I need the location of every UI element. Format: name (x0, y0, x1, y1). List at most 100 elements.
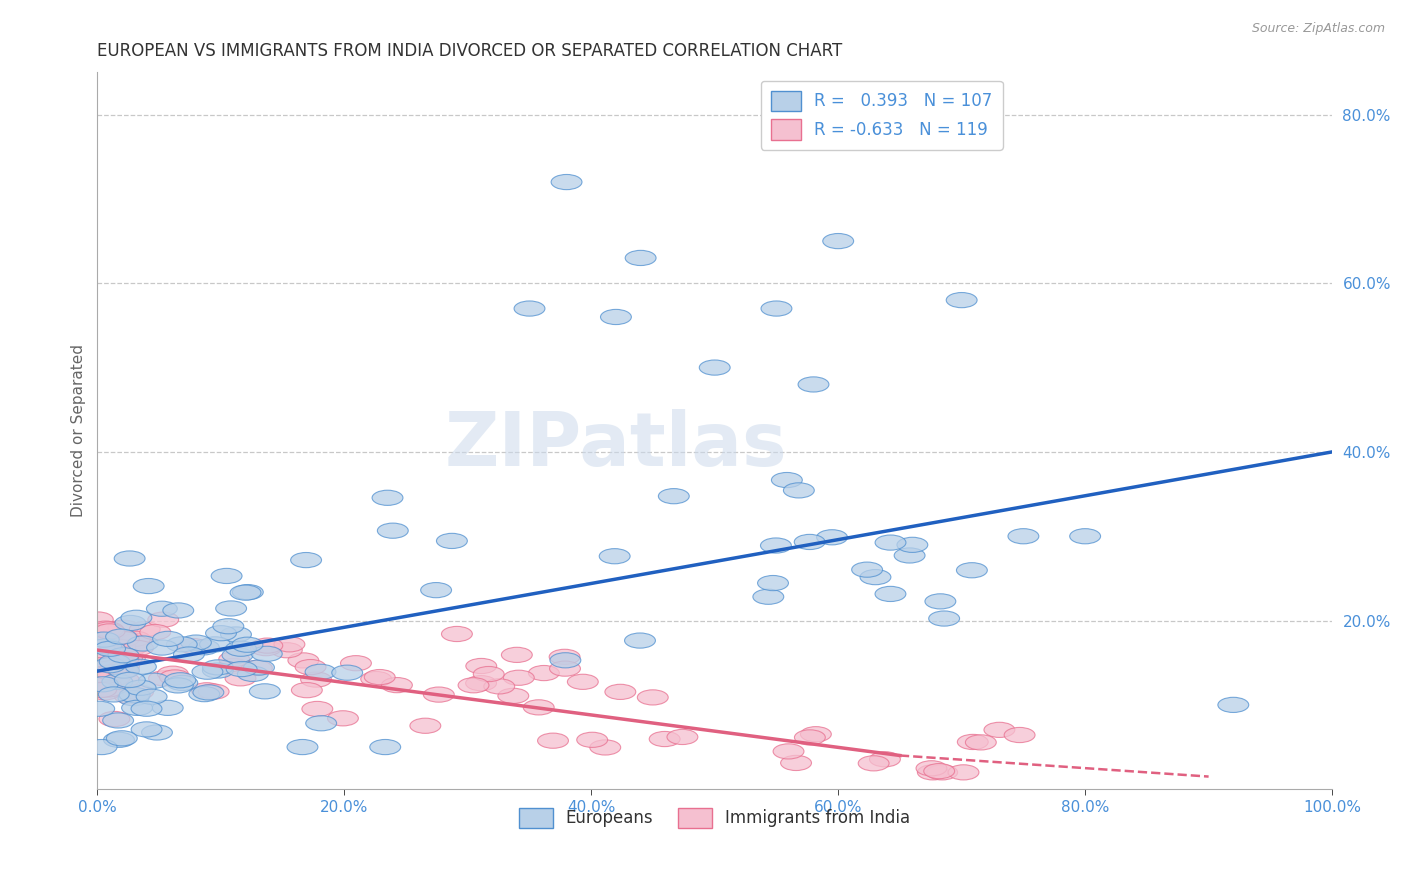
Ellipse shape (465, 658, 496, 673)
Ellipse shape (917, 761, 946, 776)
Ellipse shape (90, 625, 121, 640)
Ellipse shape (94, 657, 125, 673)
Ellipse shape (114, 551, 145, 566)
Ellipse shape (498, 689, 529, 704)
Ellipse shape (179, 639, 209, 654)
Ellipse shape (226, 662, 257, 677)
Ellipse shape (332, 665, 363, 681)
Ellipse shape (650, 731, 681, 747)
Ellipse shape (956, 563, 987, 578)
Ellipse shape (131, 722, 162, 737)
Ellipse shape (90, 621, 121, 636)
Ellipse shape (1008, 529, 1039, 544)
Ellipse shape (94, 673, 125, 688)
Ellipse shape (218, 658, 249, 673)
Ellipse shape (157, 666, 188, 681)
Ellipse shape (104, 732, 135, 747)
Ellipse shape (250, 640, 281, 656)
Ellipse shape (529, 665, 560, 681)
Ellipse shape (364, 670, 395, 685)
Ellipse shape (1004, 727, 1035, 743)
Ellipse shape (800, 727, 831, 742)
Ellipse shape (225, 641, 256, 657)
Ellipse shape (948, 764, 979, 780)
Ellipse shape (783, 483, 814, 498)
Ellipse shape (107, 663, 138, 678)
Ellipse shape (129, 622, 160, 637)
Ellipse shape (100, 650, 131, 665)
Ellipse shape (128, 636, 159, 651)
Ellipse shape (295, 659, 326, 674)
Ellipse shape (108, 648, 139, 663)
Ellipse shape (122, 640, 153, 656)
Ellipse shape (271, 642, 302, 657)
Ellipse shape (852, 562, 883, 577)
Legend: Europeans, Immigrants from India: Europeans, Immigrants from India (513, 801, 917, 835)
Ellipse shape (202, 663, 233, 678)
Ellipse shape (111, 650, 142, 665)
Ellipse shape (946, 293, 977, 308)
Ellipse shape (114, 689, 145, 704)
Ellipse shape (666, 730, 697, 745)
Ellipse shape (211, 568, 242, 583)
Ellipse shape (599, 549, 630, 564)
Ellipse shape (114, 673, 145, 688)
Ellipse shape (93, 622, 124, 637)
Text: EUROPEAN VS IMMIGRANTS FROM INDIA DIVORCED OR SEPARATED CORRELATION CHART: EUROPEAN VS IMMIGRANTS FROM INDIA DIVORC… (97, 42, 842, 60)
Ellipse shape (242, 660, 273, 675)
Ellipse shape (107, 657, 138, 672)
Ellipse shape (198, 684, 229, 699)
Ellipse shape (301, 672, 332, 687)
Ellipse shape (626, 251, 657, 266)
Ellipse shape (108, 632, 139, 647)
Ellipse shape (83, 632, 114, 648)
Ellipse shape (624, 633, 655, 648)
Ellipse shape (576, 732, 607, 747)
Ellipse shape (180, 635, 211, 650)
Ellipse shape (761, 301, 792, 316)
Ellipse shape (773, 744, 804, 759)
Ellipse shape (191, 682, 222, 698)
Ellipse shape (411, 718, 440, 733)
Ellipse shape (291, 552, 322, 567)
Ellipse shape (94, 624, 125, 639)
Ellipse shape (108, 620, 139, 635)
Ellipse shape (159, 670, 190, 685)
Ellipse shape (86, 739, 117, 755)
Ellipse shape (925, 594, 956, 609)
Ellipse shape (146, 640, 177, 655)
Ellipse shape (340, 656, 371, 671)
Ellipse shape (90, 635, 121, 650)
Ellipse shape (93, 670, 124, 685)
Ellipse shape (302, 701, 333, 716)
Ellipse shape (484, 679, 515, 694)
Ellipse shape (441, 626, 472, 641)
Ellipse shape (98, 687, 129, 702)
Ellipse shape (105, 629, 136, 644)
Ellipse shape (550, 653, 581, 668)
Ellipse shape (794, 534, 825, 549)
Ellipse shape (305, 715, 336, 731)
Ellipse shape (134, 579, 165, 594)
Ellipse shape (799, 376, 830, 392)
Ellipse shape (122, 684, 153, 699)
Ellipse shape (215, 601, 246, 616)
Ellipse shape (188, 687, 219, 702)
Ellipse shape (780, 756, 811, 771)
Ellipse shape (125, 659, 156, 674)
Ellipse shape (221, 627, 252, 642)
Ellipse shape (93, 681, 124, 697)
Ellipse shape (897, 537, 928, 552)
Ellipse shape (761, 538, 792, 553)
Ellipse shape (125, 681, 156, 696)
Ellipse shape (205, 625, 236, 640)
Ellipse shape (894, 548, 925, 563)
Ellipse shape (243, 660, 274, 675)
Ellipse shape (225, 671, 256, 686)
Ellipse shape (86, 682, 117, 698)
Ellipse shape (114, 650, 145, 665)
Ellipse shape (537, 733, 568, 748)
Ellipse shape (108, 663, 139, 678)
Ellipse shape (465, 675, 496, 690)
Ellipse shape (823, 234, 853, 249)
